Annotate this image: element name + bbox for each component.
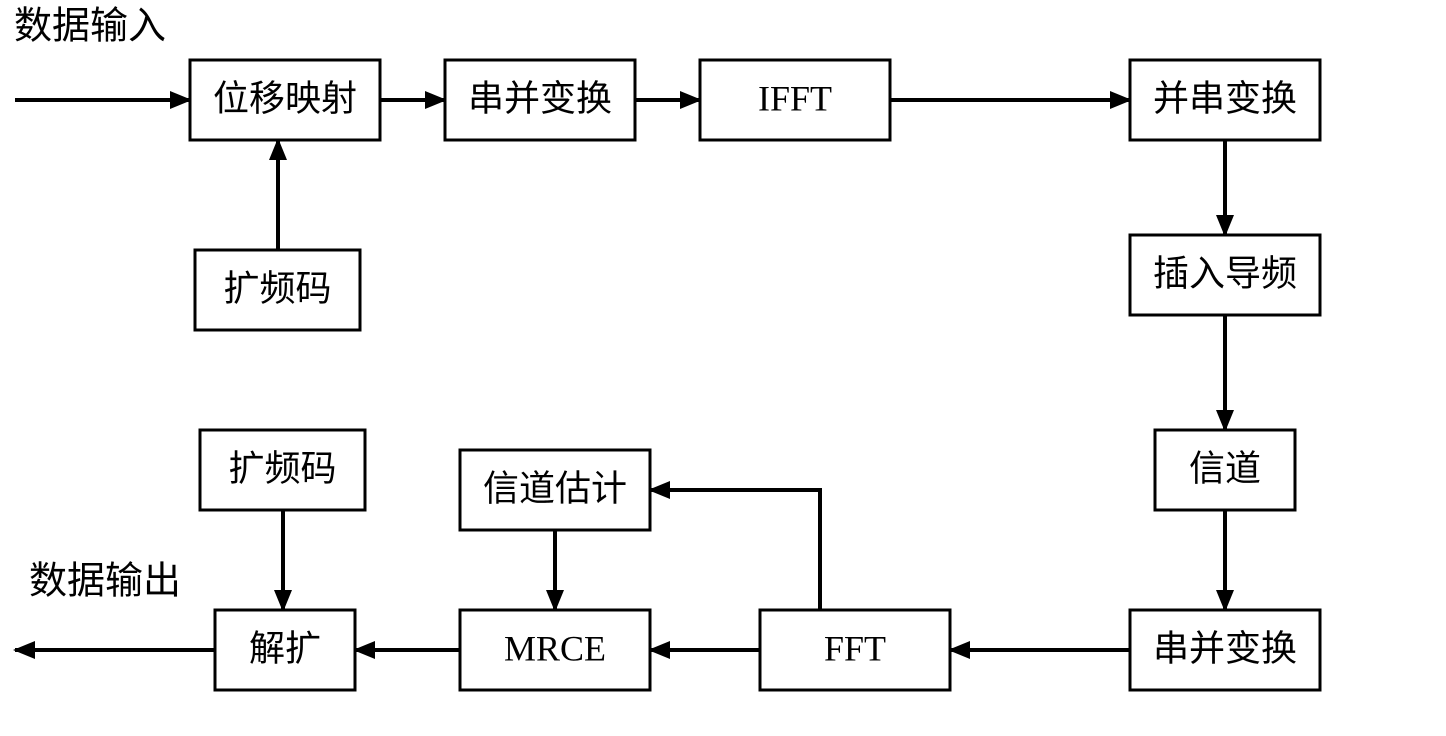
node-label-spread_rx: 扩频码 [228,448,336,488]
node-label-despread: 解扩 [249,628,321,668]
node-label-ps: 并串变换 [1153,78,1297,118]
node-shift_map: 位移映射 [190,60,380,140]
node-label-sp2: 串并变换 [1153,628,1297,668]
io-label-output: 数据输出 [29,561,181,603]
io-label-input: 数据输入 [14,6,166,48]
fft-to-chest [650,490,820,610]
node-spread_tx: 扩频码 [195,250,360,330]
node-sp2: 串并变换 [1130,610,1320,690]
node-ifft: IFFT [700,60,890,140]
node-pilot: 插入导频 [1130,235,1320,315]
node-label-spread_tx: 扩频码 [223,268,331,308]
node-label-channel: 信道 [1189,448,1261,488]
node-label-chest: 信道估计 [483,468,627,508]
node-ps: 并串变换 [1130,60,1320,140]
node-label-shift_map: 位移映射 [213,78,357,118]
node-label-fft: FFT [824,628,886,668]
node-despread: 解扩 [215,610,355,690]
node-label-mrce: MRCE [504,628,606,668]
node-label-sp1: 串并变换 [468,78,612,118]
node-fft: FFT [760,610,950,690]
node-label-pilot: 插入导频 [1153,253,1297,293]
node-spread_rx: 扩频码 [200,430,365,510]
node-channel: 信道 [1155,430,1295,510]
node-sp1: 串并变换 [445,60,635,140]
node-chest: 信道估计 [460,450,650,530]
node-label-ifft: IFFT [758,78,832,118]
node-mrce: MRCE [460,610,650,690]
